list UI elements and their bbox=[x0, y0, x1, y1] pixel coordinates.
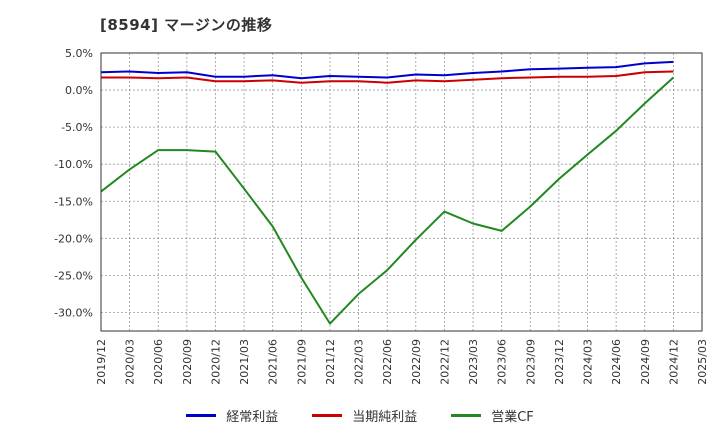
x-tick-label: 2021/06 bbox=[267, 339, 280, 385]
series-line-当期純利益 bbox=[101, 70, 674, 84]
y-tick-label: -20.0% bbox=[54, 232, 93, 245]
x-tick-label: 2022/09 bbox=[410, 339, 423, 385]
y-tick-label: -30.0% bbox=[54, 306, 93, 319]
y-tick-label: -5.0% bbox=[61, 121, 93, 134]
legend-item: 当期純利益 bbox=[312, 406, 417, 425]
x-tick-label: 2023/12 bbox=[553, 339, 566, 385]
x-tick-label: 2023/03 bbox=[467, 339, 480, 385]
series-line-営業CF bbox=[100, 76, 675, 325]
y-tick-label: -10.0% bbox=[54, 158, 93, 171]
line-chart: 5.0% 0.0% -5.0% -10.0% -15.0% -20.0% -25.0% -30… bbox=[54, 47, 709, 385]
x-tick-label: 2025/03 bbox=[696, 339, 709, 385]
y-axis-tick-labels: 5.0% 0.0% -5.0% -10.0% -15.0% -20.0% -25.0% -30… bbox=[54, 47, 93, 319]
legend-item: 営業CF bbox=[451, 406, 534, 425]
legend-swatch bbox=[312, 413, 343, 417]
x-tick-label: 2024/09 bbox=[639, 339, 652, 385]
x-tick-label: 2024/03 bbox=[582, 339, 595, 385]
legend-swatch bbox=[451, 413, 482, 417]
series-lines bbox=[100, 60, 675, 325]
x-tick-label: 2021/09 bbox=[295, 339, 308, 385]
x-tick-label: 2023/09 bbox=[524, 339, 537, 385]
x-tick-label: 2020/06 bbox=[152, 339, 165, 385]
chart-title: [8594] マージンの推移 bbox=[100, 16, 273, 34]
x-tick-label: 2020/12 bbox=[209, 339, 222, 385]
y-tick-label: -15.0% bbox=[54, 195, 93, 208]
legend-item: 経常利益 bbox=[186, 406, 278, 425]
x-tick-label: 2020/03 bbox=[124, 339, 137, 385]
x-tick-label: 2020/09 bbox=[181, 339, 194, 385]
legend-label: 経常利益 bbox=[226, 409, 279, 425]
x-tick-label: 2024/12 bbox=[667, 339, 680, 385]
plot-frame bbox=[100, 52, 703, 332]
x-tick-label: 2024/06 bbox=[610, 339, 623, 385]
x-tick-label: 2021/03 bbox=[238, 339, 251, 385]
y-tick-label: 0.0% bbox=[65, 84, 93, 97]
x-tick-label: 2019/12 bbox=[95, 339, 108, 385]
legend: 経常利益 当期純利益 営業CF bbox=[0, 404, 720, 426]
x-tick-label: 2022/06 bbox=[381, 339, 394, 385]
legend-label: 営業CF bbox=[491, 409, 534, 425]
x-tick-label: 2021/12 bbox=[324, 339, 337, 385]
y-tick-label: -25.0% bbox=[54, 269, 93, 282]
plot-area bbox=[101, 53, 702, 331]
y-tick-label: 5.0% bbox=[65, 47, 93, 60]
x-tick-label: 2022/03 bbox=[353, 339, 366, 385]
legend-swatch bbox=[186, 413, 217, 417]
legend-label: 当期純利益 bbox=[352, 409, 418, 425]
x-tick-label: 2023/06 bbox=[496, 339, 509, 385]
x-axis-tick-labels: 2019/12 2020/03 2020/06 2020/09 2020/12 2021/… bbox=[95, 339, 709, 385]
series-line-経常利益 bbox=[100, 60, 674, 80]
x-tick-label: 2022/12 bbox=[438, 339, 451, 385]
